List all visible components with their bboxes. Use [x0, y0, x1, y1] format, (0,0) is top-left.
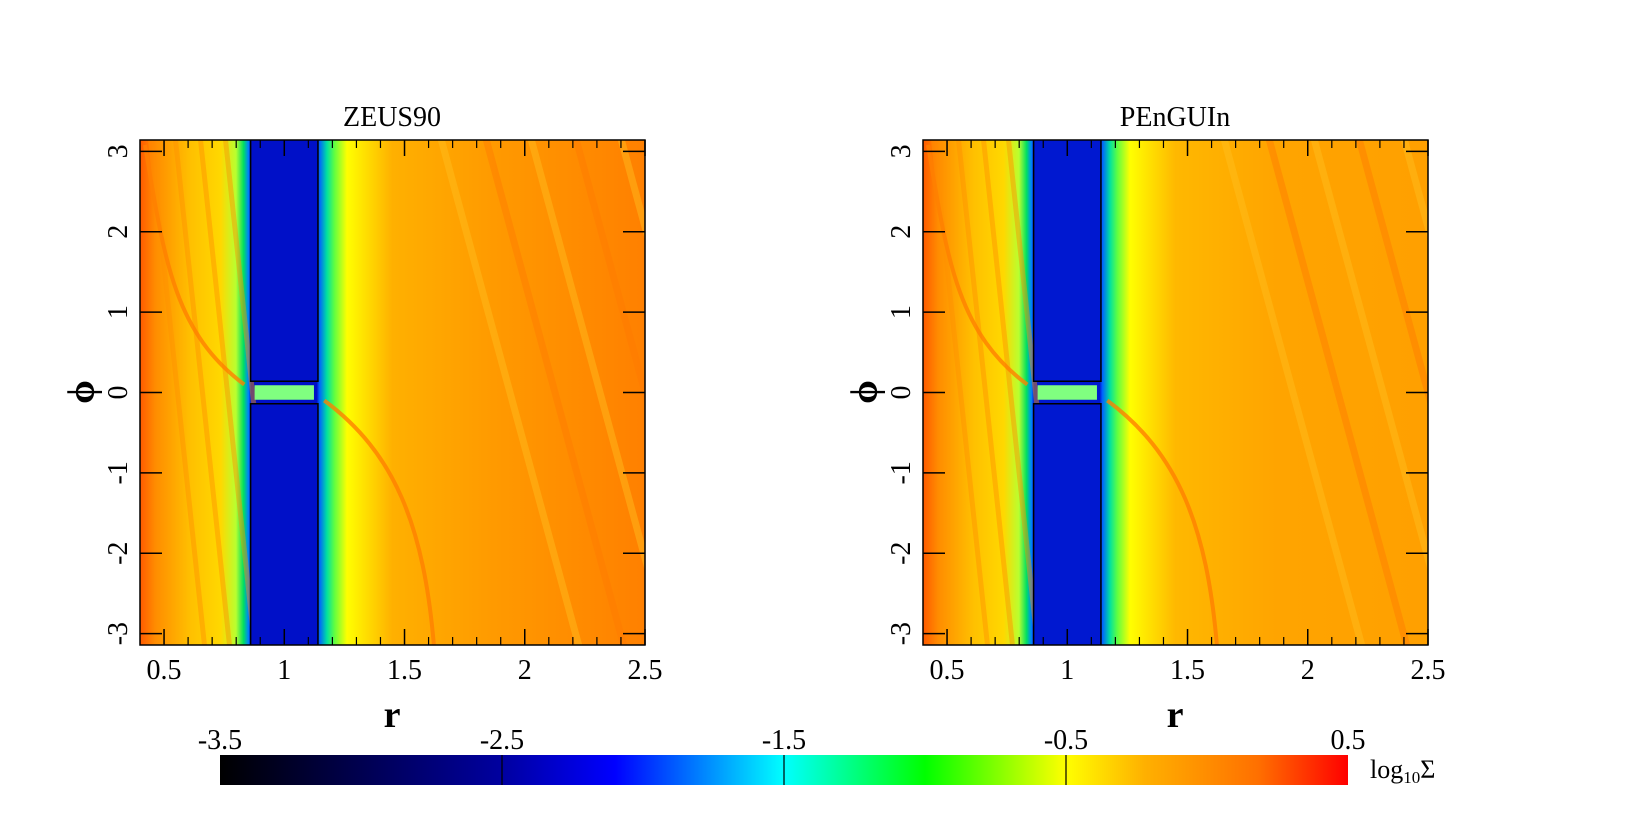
y-tick-label: 1	[886, 305, 917, 319]
density-streak	[1448, 135, 1588, 650]
colorbar-label-sub: 10	[1403, 768, 1420, 787]
x-axis: 0.5 1 1.5 2 2.5	[147, 140, 663, 686]
x-tick-label: 1.5	[1170, 655, 1205, 686]
density-streak	[665, 135, 805, 650]
colorbar-tick-label: -2.5	[480, 725, 524, 756]
density-streak	[173, 140, 232, 645]
y-tick-label: 0	[886, 386, 917, 400]
y-tick-label: 2	[103, 225, 134, 239]
x-tick-label: 2.5	[628, 655, 663, 686]
panel-title: PEnGUIn	[1120, 102, 1230, 133]
y-tick-label: -3	[103, 622, 134, 645]
colorbar: -3.5 -2.5 -1.5 -0.5 0.5 log10Σ	[198, 725, 1436, 787]
y-tick-label: -1	[886, 461, 917, 484]
gap-upper	[249, 140, 319, 382]
inner-spiral-wake	[323, 398, 436, 645]
x-tick-label: 2	[1301, 655, 1315, 686]
x-tick-label: 0.5	[930, 655, 965, 686]
density-streak	[1538, 135, 1652, 650]
panel-penguin: PEnGUIn 0.5 1 1.5 2 2.5 -3 -2 -1 0 1 2 3 r ϕ	[844, 102, 1652, 736]
colorbar-label: log10Σ	[1370, 755, 1435, 787]
colorbar-tick-label: -0.5	[1044, 725, 1088, 756]
density-streak	[1355, 140, 1428, 406]
gap-lower	[249, 403, 319, 645]
y-tick-label: 2	[886, 225, 917, 239]
panel-zeus90: ZEUS90 0.5 1 1.5 2 2.5 -3 -2 -1 0 1 2 3 r ϕ	[61, 102, 850, 736]
y-tick-label: 3	[103, 144, 134, 158]
x-tick-label: 0.5	[147, 655, 182, 686]
density-streak	[527, 140, 645, 572]
x-tick-label: 1	[1060, 655, 1074, 686]
density-streak	[482, 140, 628, 645]
x-axis-label: r	[1167, 694, 1184, 736]
y-tick-label: -3	[886, 622, 917, 645]
density-streak	[437, 140, 583, 645]
density-map	[923, 135, 1652, 650]
x-axis-label: r	[384, 694, 401, 736]
y-axis: -3 -2 -1 0 1 2 3	[103, 144, 645, 645]
density-streak	[710, 135, 850, 650]
colorbar-tick-label: 0.5	[1331, 725, 1366, 756]
planet-horseshoe	[1037, 385, 1097, 400]
density-streak	[1400, 140, 1428, 241]
x-tick-label: 1	[277, 655, 291, 686]
density-streak	[981, 140, 1040, 645]
y-axis-label: ϕ	[61, 380, 103, 404]
panel-title: ZEUS90	[343, 102, 441, 133]
density-streak	[617, 140, 645, 241]
inner-spiral-wake	[1106, 398, 1219, 645]
density-map	[140, 135, 850, 650]
y-tick-label: 3	[886, 144, 917, 158]
x-axis: 0.5 1 1.5 2 2.5	[930, 140, 1446, 686]
x-tick-label: 2	[518, 655, 532, 686]
y-axis-label: ϕ	[844, 380, 886, 404]
y-axis: -3 -2 -1 0 1 2 3	[886, 144, 1428, 645]
colorbar-tick-label: -1.5	[762, 725, 806, 756]
planet-horseshoe	[254, 385, 314, 400]
density-streak	[572, 140, 645, 406]
spiral-wakes	[143, 135, 850, 650]
outer-spiral-wake	[926, 144, 1029, 387]
density-background	[140, 140, 645, 645]
y-tick-label: -1	[103, 461, 134, 484]
colorbar-label-prefix: log	[1370, 755, 1403, 784]
y-tick-label: -2	[103, 542, 134, 565]
density-streak	[1220, 140, 1366, 645]
y-tick-label: 0	[103, 386, 134, 400]
gap-lower	[1032, 403, 1102, 645]
colorbar-tick-label: -3.5	[198, 725, 242, 756]
colorbar-label-symbol: Σ	[1420, 755, 1435, 784]
x-tick-label: 2.5	[1411, 655, 1446, 686]
density-streak	[956, 140, 1015, 645]
density-streak	[1583, 135, 1652, 650]
density-background	[923, 140, 1428, 645]
y-tick-label: 1	[103, 305, 134, 319]
outer-spiral-wake	[143, 144, 246, 387]
density-streak	[1493, 135, 1633, 650]
x-tick-label: 1.5	[387, 655, 422, 686]
y-tick-label: -2	[886, 542, 917, 565]
density-streak	[1310, 140, 1428, 572]
density-streak	[198, 140, 257, 645]
colorbar-ticks: -3.5 -2.5 -1.5 -0.5 0.5	[198, 725, 1366, 785]
density-streak	[1265, 140, 1411, 645]
gap-upper	[1032, 140, 1102, 382]
